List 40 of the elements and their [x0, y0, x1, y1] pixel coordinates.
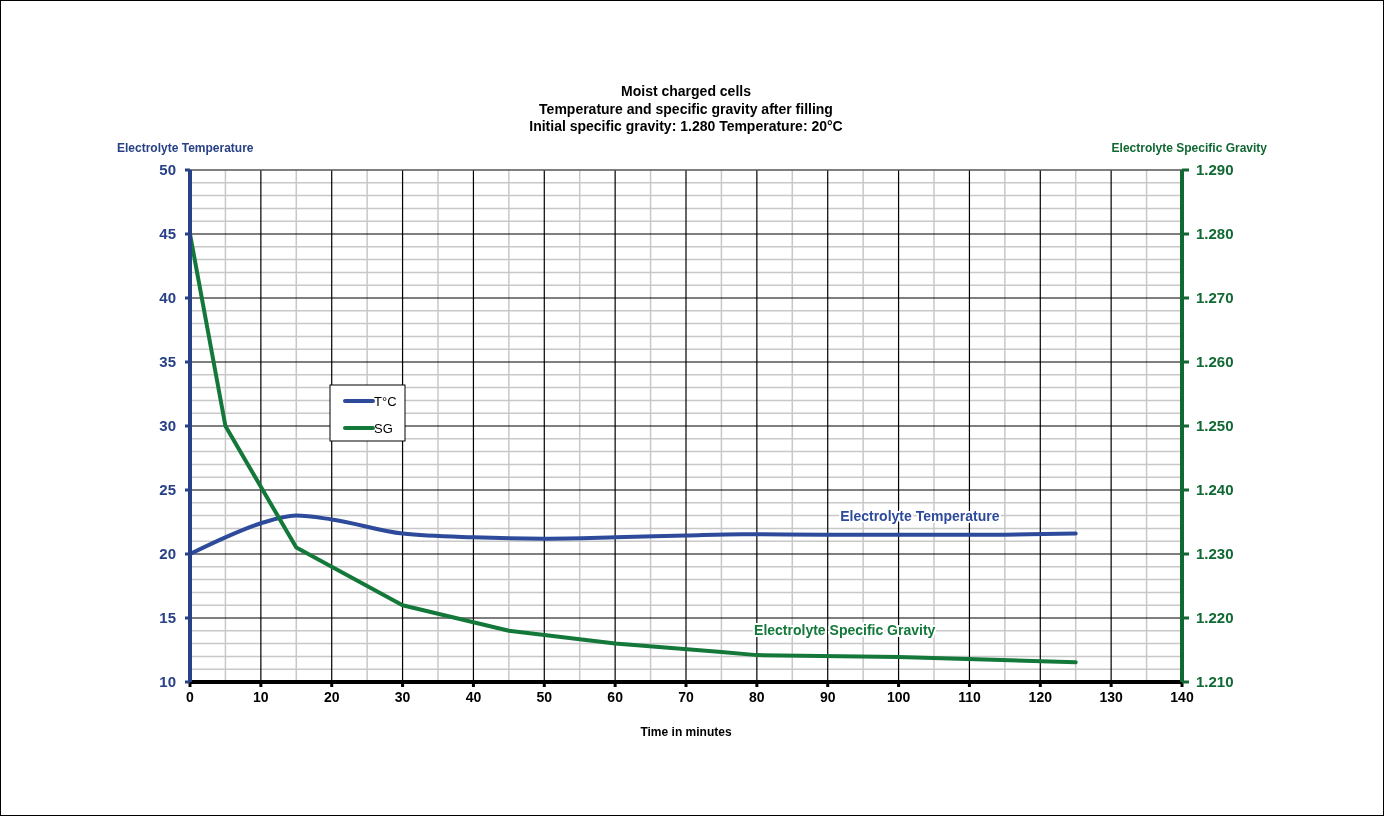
x-tick-label: 120 [1028, 689, 1053, 705]
legend-label: T°C [374, 394, 397, 409]
x-tick-label: 20 [323, 689, 340, 705]
x-tick-label: 0 [186, 689, 195, 705]
y2-tick-label: 1.230 [1196, 545, 1234, 562]
legend-label: SG [374, 421, 393, 436]
y2-axis-title: Electrolyte Specific Gravity [1111, 141, 1268, 155]
x-tick-label: 130 [1099, 689, 1124, 705]
x-tick-label: 80 [749, 689, 765, 705]
y2-tick-label: 1.220 [1196, 609, 1234, 626]
x-tick-label: 60 [607, 689, 624, 705]
y-axis-title: Electrolyte Temperature [117, 141, 254, 155]
x-tick-label: 110 [958, 689, 981, 705]
x-tick-label: 10 [253, 689, 269, 705]
x-tick-label: 70 [678, 689, 694, 705]
x-axis-title: Time in minutes [640, 725, 732, 739]
y2-tick-label: 1.250 [1196, 417, 1234, 434]
y2-tick-label: 1.280 [1196, 225, 1234, 242]
y-tick-label: 20 [159, 545, 176, 562]
y-tick-label: 25 [159, 481, 176, 498]
x-tick-label: 90 [819, 689, 836, 705]
y2-tick-label: 1.240 [1196, 481, 1234, 498]
y-tick-label: 50 [159, 161, 176, 178]
y-tick-label: 40 [159, 289, 176, 306]
x-tick-label: 50 [536, 689, 553, 705]
y-tick-label: 10 [159, 673, 176, 690]
y-tick-label: 45 [159, 225, 176, 242]
x-tick-label: 140 [1170, 689, 1194, 705]
y-tick-label: 35 [159, 353, 176, 370]
y2-tick-label: 1.290 [1196, 161, 1234, 178]
y2-tick-label: 1.260 [1196, 353, 1234, 370]
chart-subtitle: Temperature and specific gravity after filling Initial specific gravity: 1.280 Temperature: 20°C [529, 101, 843, 134]
chart-title: Moist charged cells [621, 83, 752, 99]
x-tick-label: 40 [465, 689, 482, 705]
y2-tick-label: 1.210 [1196, 673, 1234, 690]
y2-tick-label: 1.270 [1196, 289, 1234, 306]
y-tick-label: 30 [159, 417, 176, 434]
x-tick-label: 30 [394, 689, 411, 705]
x-tick-label: 100 [886, 689, 911, 705]
y-tick-label: 15 [159, 609, 176, 626]
